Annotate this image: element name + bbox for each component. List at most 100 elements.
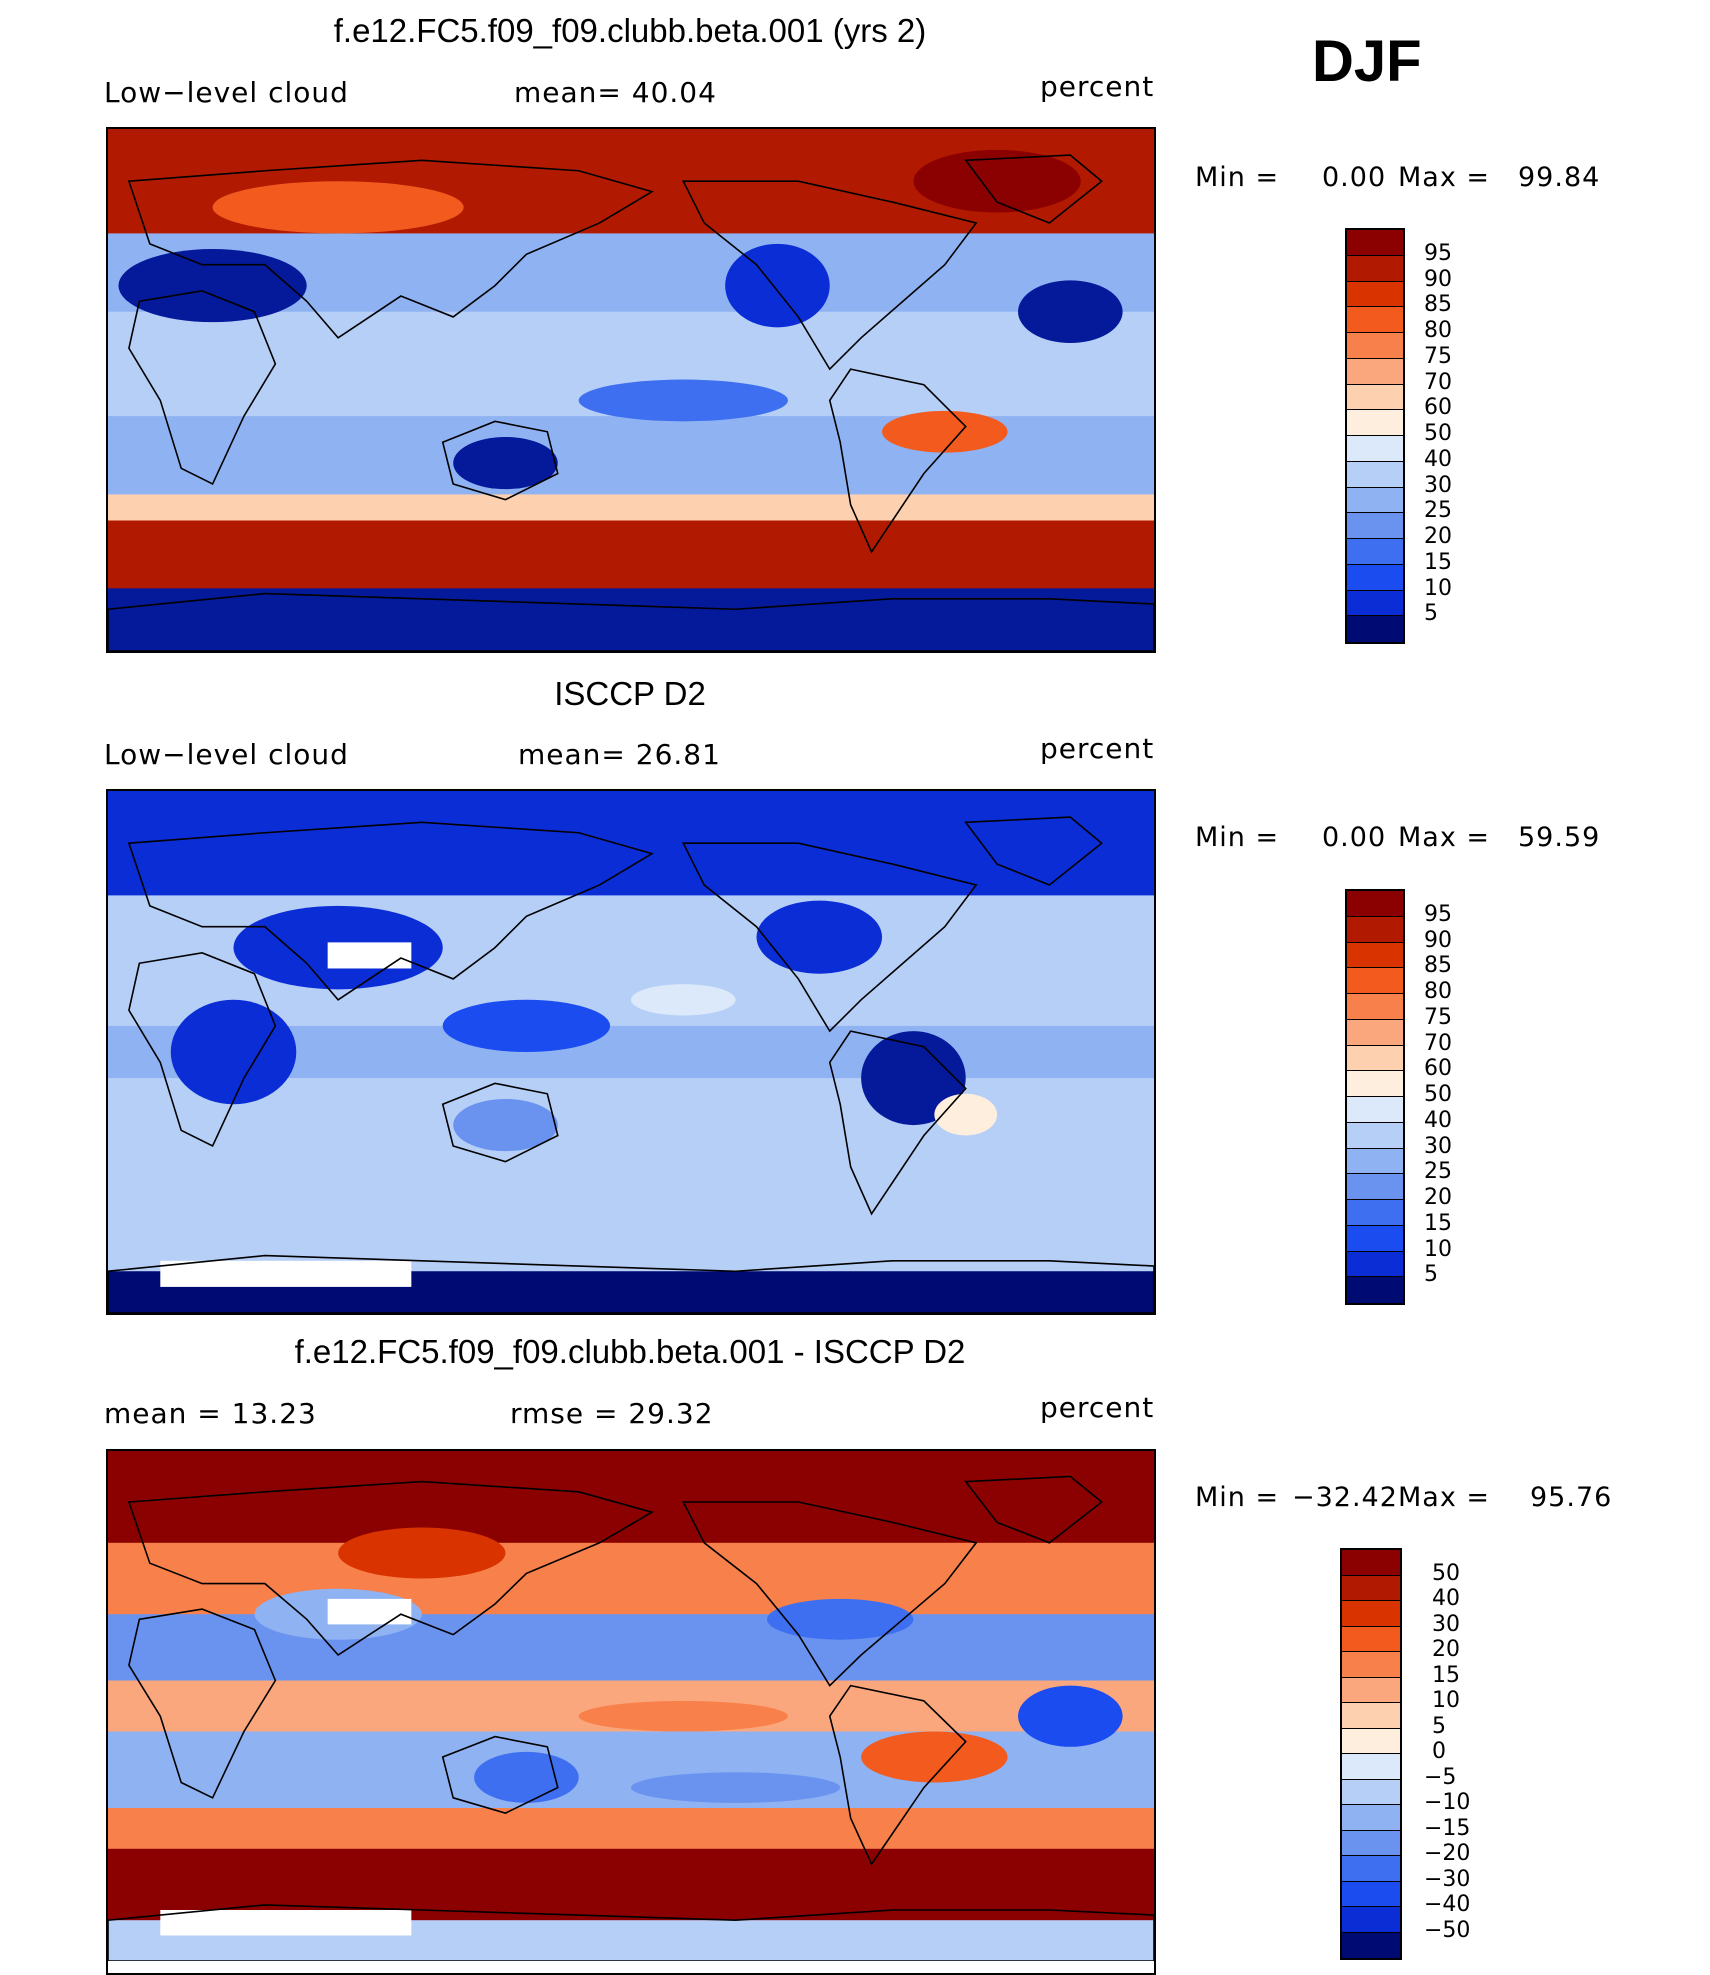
field-blob xyxy=(442,999,611,1052)
colorbar-tick-label: 30 xyxy=(1424,1133,1452,1159)
field-blob xyxy=(725,243,830,328)
panel1-colorbar-ticks: 95 90 85 80 75 70 60 50 40 30 25 20 15 10 5 xyxy=(1422,228,1482,644)
colorbar-tick-label: −50 xyxy=(1424,1917,1471,1943)
colorbar-box xyxy=(1347,891,1403,917)
field-band xyxy=(108,494,1154,522)
colorbar-box xyxy=(1342,1932,1400,1958)
colorbar-box xyxy=(1347,564,1403,591)
colorbar-box xyxy=(1347,281,1403,308)
panel3-mean-label: mean = 13.23 xyxy=(104,1397,317,1430)
panel3-colorbar-ticks: 50 40 30 20 15 10 5 0 −5 −10 −15 −20 −30 −40 −50 xyxy=(1422,1548,1492,1960)
colorbar-box xyxy=(1342,1652,1400,1678)
colorbar-box xyxy=(1347,994,1403,1020)
coastline xyxy=(964,1475,1103,1544)
colorbar-tick-label: −15 xyxy=(1424,1815,1471,1841)
colorbar-tick-label: 75 xyxy=(1424,1004,1452,1030)
colorbar-box xyxy=(1347,1071,1403,1097)
colorbar-box xyxy=(1347,384,1403,411)
colorbar-tick-label: 95 xyxy=(1424,901,1452,927)
colorbar-box xyxy=(1347,461,1403,488)
colorbar-tick-label: 30 xyxy=(1424,472,1452,498)
colorbar-box xyxy=(1347,1200,1403,1226)
field-blob xyxy=(212,181,464,234)
panel2-colorbar-ticks: 95 90 85 80 75 70 60 50 40 30 25 20 15 10 5 xyxy=(1422,889,1482,1305)
colorbar-tick-label: 25 xyxy=(1424,1159,1452,1185)
colorbar-tick-label: 10 xyxy=(1424,575,1452,601)
panel3-min-label: Min = xyxy=(1195,1482,1280,1513)
field-blob xyxy=(453,436,558,490)
panel2-max-label: Max = xyxy=(1398,822,1491,853)
colorbar-box xyxy=(1347,590,1403,617)
colorbar-box xyxy=(1342,1881,1400,1907)
coastline xyxy=(127,1480,654,1657)
colorbar-tick-label: 20 xyxy=(1424,1185,1452,1210)
coastline xyxy=(441,1735,559,1814)
colorbar-box xyxy=(1347,916,1403,943)
colorbar-tick-label: 0 xyxy=(1432,1739,1446,1764)
panel2-units: percent xyxy=(1040,732,1155,765)
panel3-rmse-label: rmse = 29.32 xyxy=(510,1397,714,1430)
colorbar-box xyxy=(1342,1754,1400,1780)
colorbar-tick-label: 70 xyxy=(1424,369,1452,395)
field-blob xyxy=(756,900,883,974)
panel2-min-value: 0.00 xyxy=(1322,822,1387,853)
colorbar-tick-label: 50 xyxy=(1424,1082,1452,1107)
field-band xyxy=(108,1731,1154,1809)
field-band xyxy=(108,520,1154,590)
colorbar-tick-label: 75 xyxy=(1424,343,1452,369)
panel2-max-value: 59.59 xyxy=(1518,822,1601,853)
colorbar-box xyxy=(1342,1805,1400,1831)
colorbar-box xyxy=(1342,1703,1400,1729)
panel1-title: f.e12.FC5.f09_f09.clubb.beta.001 (yrs 2) xyxy=(333,12,927,49)
field-blob xyxy=(453,1098,558,1152)
colorbar-tick-label: 80 xyxy=(1424,979,1452,1004)
field-blob xyxy=(1018,1685,1123,1747)
panel2-colorbar xyxy=(1345,889,1405,1305)
colorbar-box xyxy=(1347,1148,1403,1175)
missing-data-patch xyxy=(327,942,412,969)
coastline xyxy=(127,159,654,339)
field-blob xyxy=(766,1598,914,1640)
colorbar-tick-label: 25 xyxy=(1424,498,1452,524)
panel2-field xyxy=(108,791,1154,1313)
field-band xyxy=(108,791,1154,897)
coastline xyxy=(441,1082,559,1163)
panel3-max-value: 95.76 xyxy=(1530,1482,1613,1513)
colorbar-box xyxy=(1347,1251,1403,1278)
field-blob xyxy=(578,1700,788,1732)
field-blob xyxy=(170,999,297,1105)
missing-data-patch xyxy=(327,1598,412,1625)
colorbar-tick-label: 40 xyxy=(1424,446,1452,472)
colorbar-tick-label: 85 xyxy=(1424,953,1452,979)
colorbar-tick-label: 5 xyxy=(1424,601,1438,627)
colorbar-box xyxy=(1342,1830,1400,1856)
panel2-min-label: Min = xyxy=(1195,822,1280,853)
colorbar-box xyxy=(1347,410,1403,436)
coastline xyxy=(682,842,978,1033)
colorbar-tick-label: 60 xyxy=(1424,1056,1452,1082)
coastline xyxy=(127,821,654,1001)
colorbar-tick-label: 5 xyxy=(1432,1713,1446,1739)
colorbar-tick-label: 95 xyxy=(1424,240,1452,266)
colorbar-tick-label: 40 xyxy=(1432,1586,1460,1611)
colorbar-tick-label: −10 xyxy=(1424,1790,1471,1815)
coastline xyxy=(128,951,277,1148)
coastline xyxy=(828,1684,967,1866)
panel1-max-label: Max = xyxy=(1398,162,1491,193)
colorbar-tick-label: 80 xyxy=(1424,318,1452,343)
panel3-max-label: Max = xyxy=(1398,1482,1491,1513)
panel1-min-label: Min = xyxy=(1195,162,1280,193)
colorbar-box xyxy=(1342,1626,1400,1652)
colorbar-box xyxy=(1342,1728,1400,1754)
colorbar-tick-label: 60 xyxy=(1424,395,1452,421)
coastline xyxy=(108,592,1154,651)
panel1-mean-label: mean= 40.04 xyxy=(514,76,717,109)
field-blob xyxy=(578,379,788,422)
colorbar-tick-label: 5 xyxy=(1424,1262,1438,1288)
colorbar-box xyxy=(1347,1174,1403,1200)
field-blob xyxy=(861,1031,966,1126)
field-blob xyxy=(474,1751,579,1803)
coastline xyxy=(128,289,277,486)
panel2-title: ISCCP D2 xyxy=(554,675,706,712)
colorbar-box xyxy=(1342,1575,1400,1601)
